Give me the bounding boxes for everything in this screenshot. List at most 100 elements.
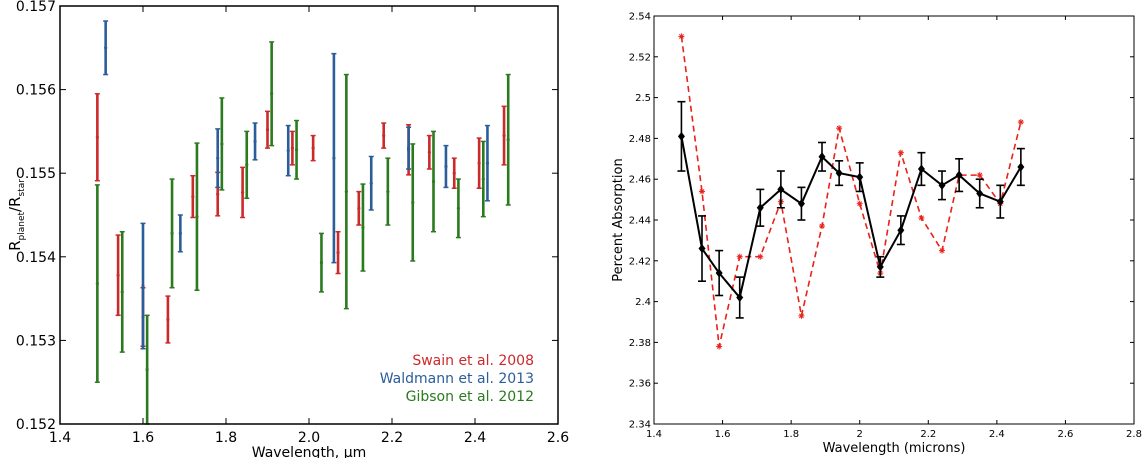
star-stroke <box>918 215 924 221</box>
right-data-point-7 <box>818 141 826 172</box>
right-y-tick-label: 2.52 <box>629 52 651 63</box>
left-point-s2-12 <box>385 157 391 226</box>
data-point <box>104 46 108 50</box>
data-point <box>294 148 299 152</box>
left-y-axis-label: Rplanet/Rstar <box>6 179 27 251</box>
left-point-s2-9 <box>318 232 324 293</box>
left-point-s1-2 <box>177 214 183 253</box>
diamond-marker <box>876 262 884 272</box>
diamond-marker <box>698 244 706 254</box>
right-y-tick-label: 2.42 <box>629 256 651 267</box>
right-data-point-14 <box>955 158 964 193</box>
star-stroke <box>898 150 904 156</box>
left-y-tick-label: 0.155 <box>16 166 56 182</box>
left-x-tick-label: 1.8 <box>215 430 237 446</box>
star-stroke <box>798 313 804 319</box>
right-model-point-8 <box>836 125 843 132</box>
data-point <box>452 171 456 175</box>
left-x-axis-label: Wavelength, µm <box>252 445 367 458</box>
left-x-tick-label: 2.0 <box>298 430 320 446</box>
right-data-point-0 <box>677 100 686 172</box>
right-data-point-4 <box>756 188 765 227</box>
diamond-marker <box>996 197 1004 207</box>
data-point <box>95 281 99 286</box>
data-point <box>290 146 294 150</box>
data-point <box>506 138 510 142</box>
right-y-tick-label: 2.5 <box>635 93 651 104</box>
left-point-s2-5 <box>219 97 225 191</box>
star-stroke <box>699 188 705 194</box>
right-model-point-7 <box>819 223 825 230</box>
left-y-tick-label: 0.153 <box>16 333 56 349</box>
data-point <box>178 231 182 235</box>
data-point <box>427 150 431 154</box>
left-series-layer <box>94 20 511 425</box>
data-point <box>241 190 245 195</box>
diamond-marker <box>756 203 764 213</box>
right-data-point-8 <box>835 160 844 187</box>
data-point <box>386 189 390 194</box>
legend-waldmann: Waldmann et al. 2013 <box>380 371 534 387</box>
left-point-s2-10 <box>343 73 349 310</box>
data-point <box>195 215 199 219</box>
diamond-marker <box>897 225 905 235</box>
left-x-tick-label: 2.6 <box>547 430 569 446</box>
star-stroke <box>819 223 825 229</box>
left-y-tick-label: 0.152 <box>16 417 56 433</box>
left-point-s2-4 <box>194 142 200 291</box>
data-point <box>116 273 120 277</box>
data-point <box>220 142 224 146</box>
right-data-point-11 <box>896 215 905 246</box>
right-data-point-1 <box>698 215 706 283</box>
left-point-s2-3 <box>169 178 175 289</box>
left-point-s0-3 <box>165 295 171 344</box>
right-chart: 1.4 1.6 1.8 2 2.2 2.4 2.6 2.8 2.34 2.36 2.38 2.4 2.4… <box>611 12 1142 457</box>
right-y-tick-label: 2.46 <box>629 175 651 186</box>
data-point <box>382 133 386 138</box>
left-y-tick-label: 0.156 <box>16 83 56 99</box>
star-stroke <box>836 125 842 131</box>
right-y-tick-label: 2.34 <box>629 420 651 431</box>
right-model-point-17 <box>1017 119 1024 126</box>
left-point-s2-17 <box>505 73 511 206</box>
data-point <box>166 317 170 322</box>
right-model-point-6 <box>798 312 805 319</box>
left-point-s1-6 <box>331 52 337 264</box>
left-point-s0-17 <box>501 105 507 166</box>
right-data-point-17 <box>1016 147 1025 187</box>
right-model-line <box>680 36 1022 347</box>
right-y-tick-label: 2.4 <box>635 297 651 308</box>
star-stroke <box>857 201 863 207</box>
diamond-marker <box>736 293 744 303</box>
right-y-tick-label: 2.48 <box>629 134 651 145</box>
right-x-axis-label: Wavelength (microns) <box>823 441 966 456</box>
right-data-point-10 <box>876 255 885 278</box>
data-point <box>95 135 99 139</box>
right-data-point-9 <box>855 162 864 193</box>
left-point-s2-11 <box>360 183 366 272</box>
star-stroke <box>1018 119 1024 125</box>
right-model-point-2 <box>716 343 723 350</box>
right-y-tick-label: 2.38 <box>629 338 651 349</box>
star-stroke <box>939 248 945 254</box>
right-model-point-3 <box>736 253 743 260</box>
diamond-marker <box>777 184 785 194</box>
left-y-label-sub1: planet <box>17 212 27 241</box>
right-data-point-15 <box>975 178 984 209</box>
right-data-point-6 <box>797 186 806 221</box>
right-x-tick-label: 2.2 <box>920 429 936 440</box>
left-point-s2-2 <box>144 314 150 425</box>
left-y-tick-label: 0.157 <box>16 0 56 15</box>
left-point-s0-16 <box>476 137 482 189</box>
right-model-point-4 <box>757 253 764 260</box>
left-point-s1-4 <box>252 122 258 161</box>
left-point-s2-0 <box>94 184 100 383</box>
diamond-marker <box>955 170 963 180</box>
data-point <box>319 261 324 265</box>
data-point <box>411 200 415 205</box>
left-x-tick-label: 2.2 <box>381 430 403 446</box>
diamond-marker <box>715 268 723 278</box>
left-point-s0-4 <box>190 174 196 219</box>
right-y-tick-label: 2.36 <box>629 379 651 390</box>
